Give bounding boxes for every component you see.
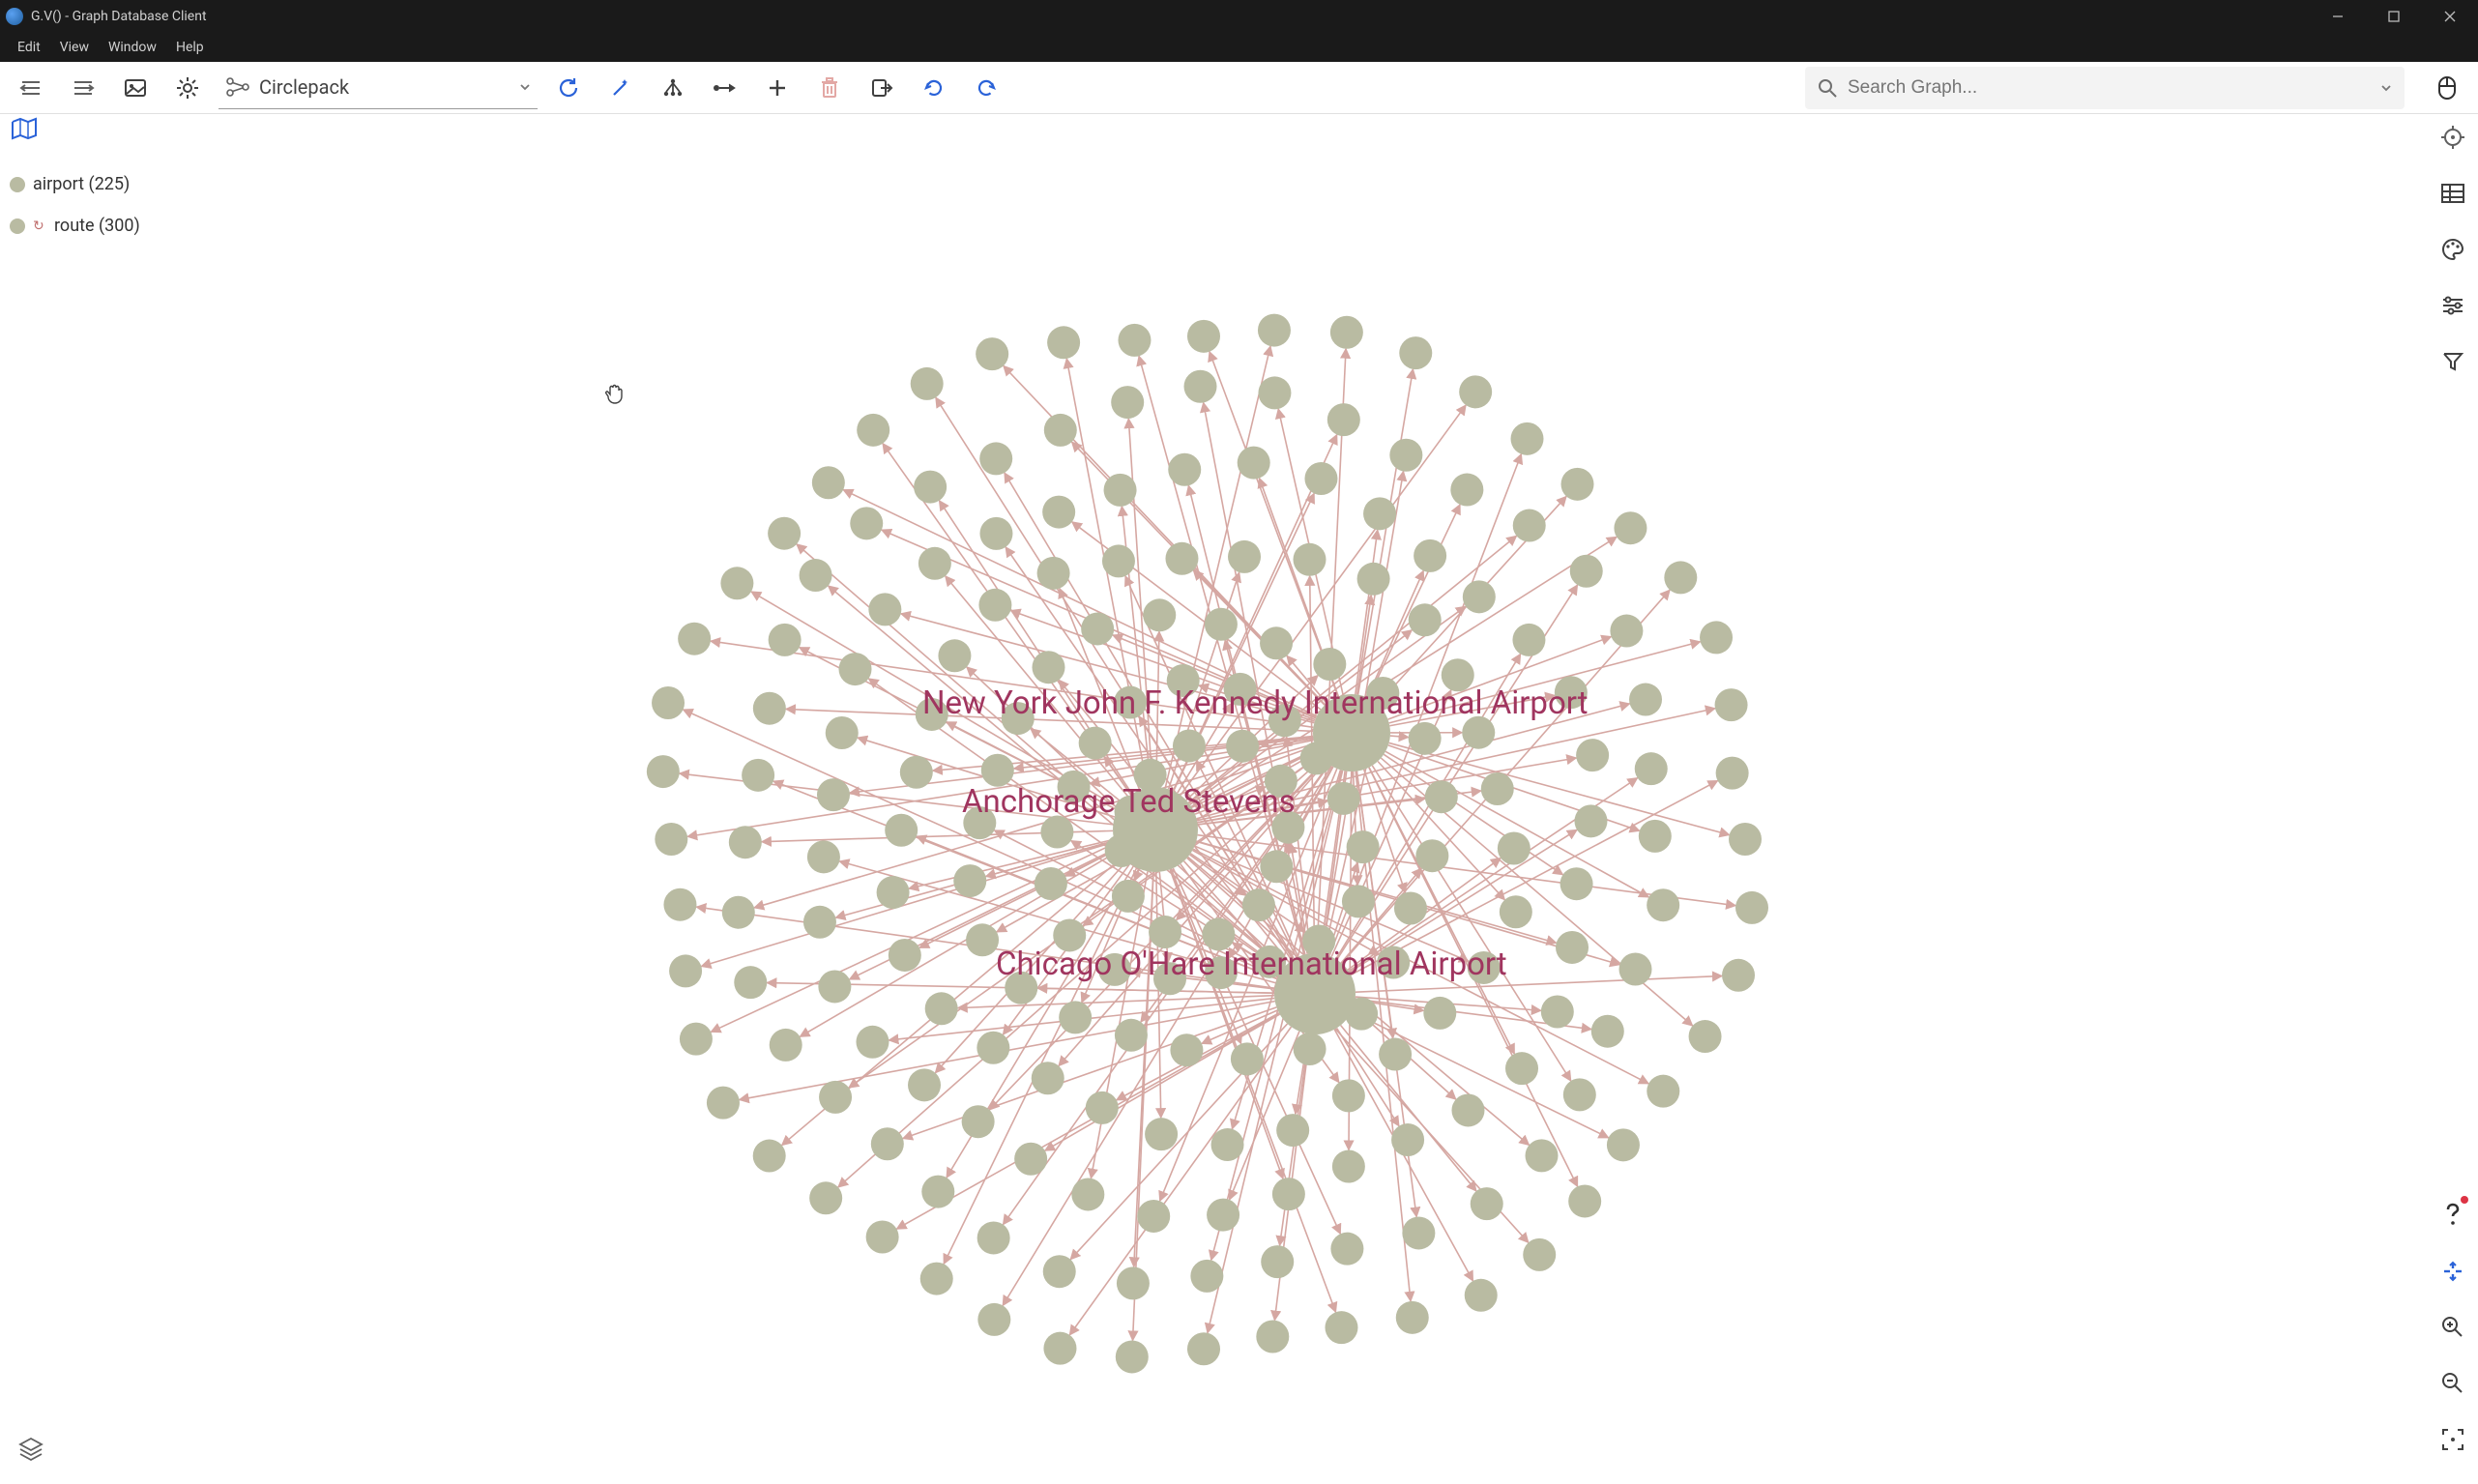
right-toolbar-bottom: [2432, 1194, 2474, 1461]
add-icon[interactable]: [756, 67, 799, 109]
refresh-icon[interactable]: [547, 67, 590, 109]
pan-cursor-icon: [604, 383, 624, 409]
sliders-icon[interactable]: [2432, 284, 2474, 327]
legend-panel: airport (225) ↻ route (300): [10, 116, 140, 257]
menu-window[interactable]: Window: [99, 40, 166, 55]
close-button[interactable]: [2422, 0, 2478, 33]
search-box[interactable]: [1805, 67, 2405, 109]
settings-icon[interactable]: [166, 67, 209, 109]
app-icon: [6, 8, 23, 25]
filter-icon[interactable]: [2432, 340, 2474, 383]
chevron-down-icon[interactable]: [2379, 81, 2393, 95]
menu-bar: Edit View Window Help: [0, 33, 2478, 62]
tree-icon[interactable]: [652, 67, 694, 109]
svg-text:Anchorage Ted Stevens: Anchorage Ted Stevens: [962, 783, 1296, 821]
title-bar: G.V() - Graph Database Client: [0, 0, 2478, 33]
search-icon: [1817, 77, 1838, 99]
graph-layout-icon: [224, 75, 251, 99]
svg-text:Chicago O'Hare International A: Chicago O'Hare International Airport: [996, 946, 1507, 983]
menu-edit[interactable]: Edit: [8, 40, 50, 55]
notification-dot-icon: [2461, 1196, 2468, 1204]
layout-select-label: Circlepack: [259, 75, 510, 99]
layout-select[interactable]: Circlepack: [219, 67, 538, 109]
locate-icon[interactable]: [2432, 116, 2474, 159]
menu-help[interactable]: Help: [166, 40, 214, 55]
legend-edge-row[interactable]: ↻ route (300): [10, 216, 140, 236]
collapse-right-icon[interactable]: [62, 67, 104, 109]
mouse-mode-icon[interactable]: [2426, 67, 2468, 109]
delete-icon[interactable]: [808, 67, 851, 109]
search-input[interactable]: [1848, 77, 2370, 99]
legend-node-row[interactable]: airport (225): [10, 174, 140, 194]
svg-text:New York John F. Kennedy Inter: New York John F. Kennedy International A…: [922, 684, 1589, 722]
zoom-in-icon[interactable]: [2432, 1306, 2474, 1349]
zoom-out-icon[interactable]: [2432, 1362, 2474, 1405]
fit-screen-icon[interactable]: [2432, 1418, 2474, 1461]
wand-icon[interactable]: [599, 67, 642, 109]
edge-swatch-icon: [10, 218, 25, 234]
legend-edge-label: route (300): [54, 216, 140, 236]
undo-icon[interactable]: [913, 67, 955, 109]
right-toolbar-top: [2432, 116, 2474, 383]
menu-view[interactable]: View: [50, 40, 99, 55]
help-icon[interactable]: [2432, 1194, 2474, 1237]
palette-icon[interactable]: [2432, 228, 2474, 271]
center-view-icon[interactable]: [2432, 1250, 2474, 1293]
collapse-left-icon[interactable]: [10, 67, 52, 109]
window-controls: [2310, 0, 2478, 33]
table-view-icon[interactable]: [2432, 172, 2474, 215]
graph-canvas[interactable]: New York John F. Kennedy International A…: [0, 114, 2478, 1480]
layers-icon[interactable]: [15, 1434, 46, 1465]
chevron-down-icon: [518, 80, 532, 94]
window-title: G.V() - Graph Database Client: [31, 9, 2310, 24]
edge-icon[interactable]: [704, 67, 746, 109]
export-icon[interactable]: [860, 67, 903, 109]
route-loop-icon: ↻: [33, 218, 46, 234]
map-icon[interactable]: [10, 116, 140, 145]
maximize-button[interactable]: [2366, 0, 2422, 33]
toolbar: Circlepack: [0, 62, 2478, 114]
node-swatch-icon: [10, 177, 25, 192]
legend-node-label: airport (225): [33, 174, 130, 194]
image-export-icon[interactable]: [114, 67, 157, 109]
minimize-button[interactable]: [2310, 0, 2366, 33]
redo-icon[interactable]: [965, 67, 1007, 109]
